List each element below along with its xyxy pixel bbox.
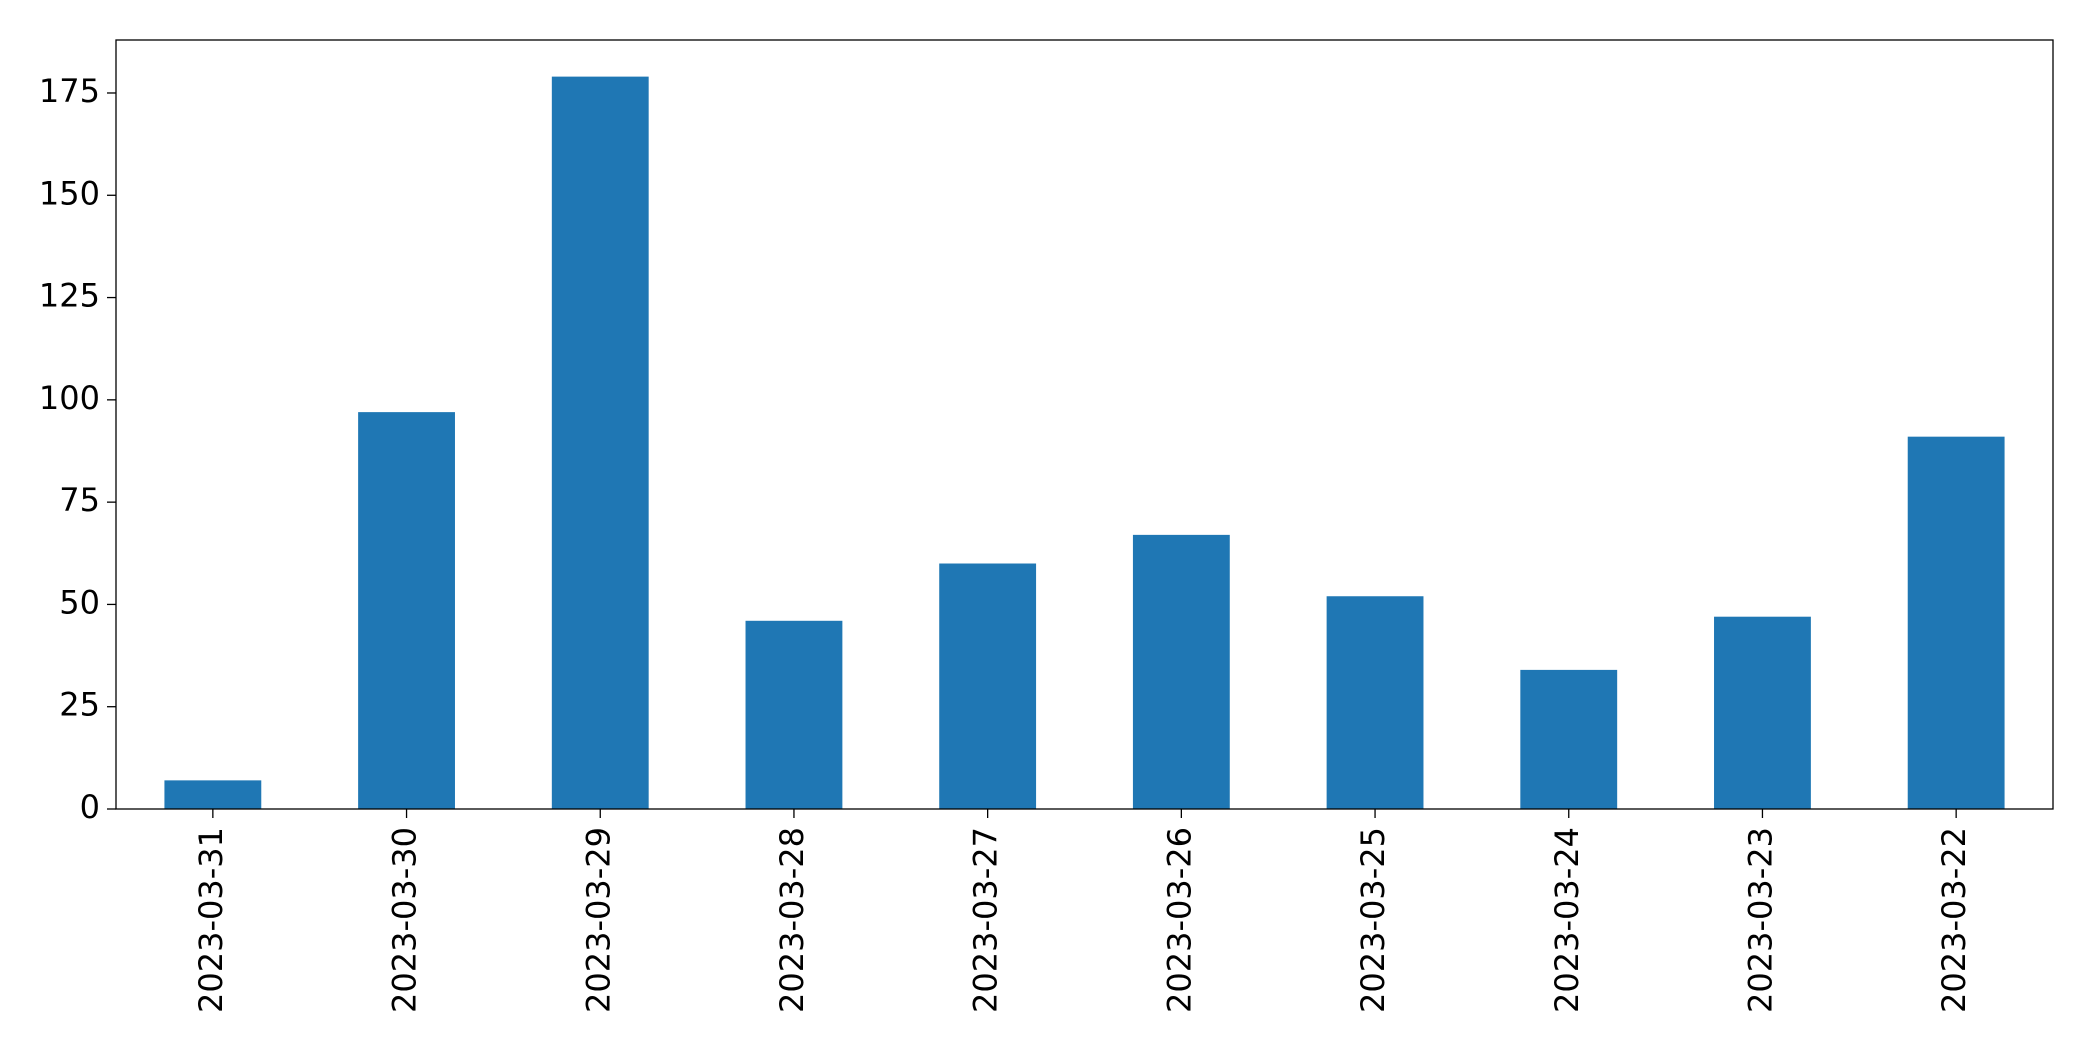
bar	[1326, 596, 1424, 809]
y-tick-label: 50	[59, 583, 100, 621]
x-tick-label: 2023-03-25	[1354, 827, 1392, 1013]
bar	[939, 563, 1037, 809]
bar	[164, 780, 262, 809]
y-tick-label: 125	[39, 277, 100, 315]
x-tick-label: 2023-03-27	[967, 827, 1005, 1013]
bar	[745, 620, 843, 809]
y-tick-label: 0	[80, 788, 100, 826]
y-tick-label: 25	[59, 686, 100, 724]
x-tick-label: 2023-03-28	[773, 827, 811, 1013]
x-tick-label: 2023-03-24	[1548, 827, 1586, 1013]
bar	[551, 76, 649, 810]
x-tick-label: 2023-03-23	[1741, 827, 1779, 1013]
x-tick-label: 2023-03-29	[579, 827, 617, 1013]
x-tick-label: 2023-03-30	[386, 827, 424, 1013]
bar	[1520, 669, 1618, 809]
x-tick-label: 2023-03-31	[192, 827, 230, 1013]
bar	[1907, 436, 2005, 809]
bar	[358, 412, 455, 809]
bar	[1132, 534, 1230, 809]
y-tick-label: 100	[39, 379, 100, 417]
y-tick-label: 75	[59, 481, 100, 519]
bar	[1714, 616, 1811, 809]
x-tick-label: 2023-03-26	[1160, 827, 1198, 1013]
y-tick-label: 150	[39, 174, 100, 212]
y-tick-label: 175	[39, 72, 100, 110]
x-tick-label: 2023-03-22	[1935, 827, 1973, 1013]
plot-frame	[115, 39, 2054, 810]
